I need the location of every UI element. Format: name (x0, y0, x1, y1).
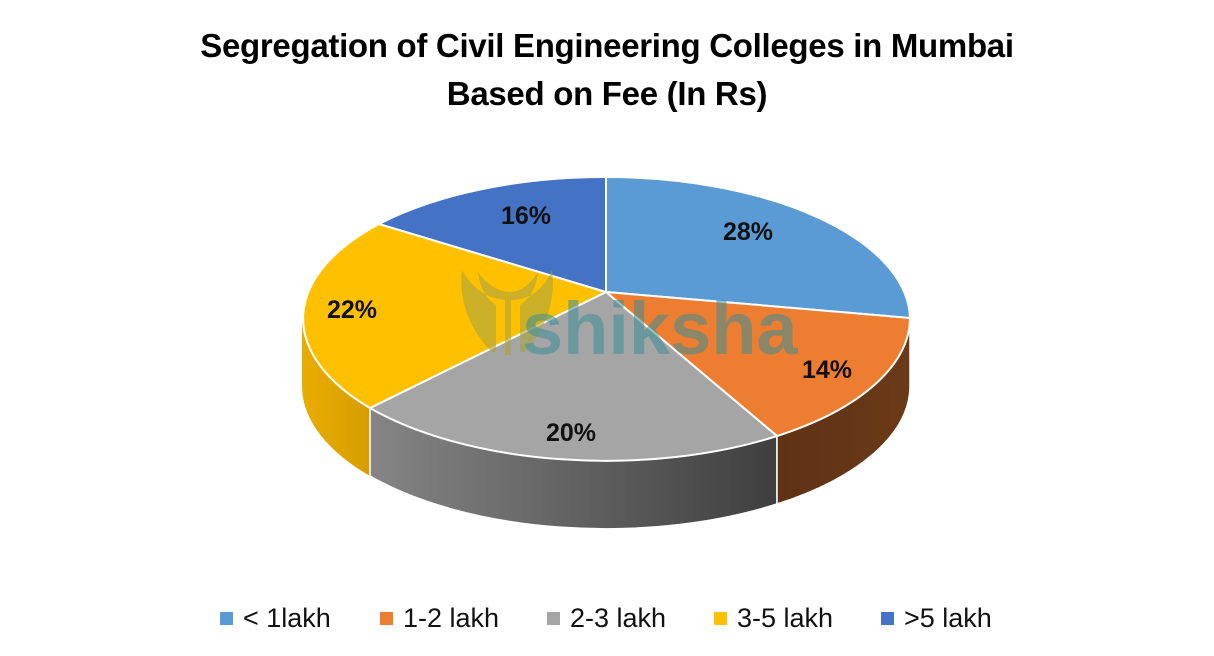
pen-nib-logo-icon (461, 270, 553, 352)
legend-item-2-3-lakh[interactable]: 2-3 lakh (547, 600, 666, 636)
watermark-text: shiksha (522, 287, 798, 370)
legend-item-gt-5-lakh[interactable]: >5 lakh (881, 600, 992, 636)
pie-sides (302, 319, 911, 530)
chart-title: Segregation of Civil Engineering College… (0, 22, 1214, 118)
data-label-gt-5-lakh: 16% (501, 202, 551, 230)
legend: < 1lakh 1-2 lakh 2-3 lakh 3-5 lakh >5 la… (0, 600, 1214, 636)
legend-label: >5 lakh (904, 602, 992, 633)
legend-item-1-2-lakh[interactable]: 1-2 lakh (380, 600, 499, 636)
legend-swatch-icon (714, 611, 727, 625)
data-label-3-5-lakh: 22% (327, 296, 377, 324)
slice-2-3-lakh[interactable] (369, 291, 778, 462)
legend-item-lt-1-lakh[interactable]: < 1lakh (220, 600, 331, 636)
legend-item-3-5-lakh[interactable]: 3-5 lakh (714, 600, 833, 636)
legend-swatch-icon (380, 611, 393, 625)
legend-label: 3-5 lakh (737, 602, 834, 633)
legend-label: 2-3 lakh (570, 602, 667, 633)
slice-gt-5-lakh[interactable] (378, 175, 607, 293)
data-label-lt-1-lakh: 28% (723, 218, 773, 246)
slice-lt-1-lakh[interactable] (605, 176, 911, 319)
data-labels: 28% 14% 20% 22% 16% (327, 202, 852, 447)
legend-label: 1-2 lakh (403, 602, 500, 633)
data-label-2-3-lakh: 20% (546, 419, 596, 447)
shiksha-watermark: shiksha (461, 270, 798, 370)
chart-title-line-2: Based on Fee (In Rs) (446, 75, 768, 112)
legend-swatch-icon (220, 611, 233, 625)
legend-swatch-icon (547, 611, 560, 625)
legend-label: < 1lakh (243, 602, 331, 633)
chart-title-line-1: Segregation of Civil Engineering College… (200, 27, 1014, 64)
slice-1-2-lakh[interactable] (605, 291, 911, 437)
data-label-1-2-lakh: 14% (802, 356, 852, 384)
pie-top (302, 175, 911, 462)
legend-swatch-icon (881, 611, 894, 625)
slice-side-3-5-lakh (302, 320, 370, 476)
